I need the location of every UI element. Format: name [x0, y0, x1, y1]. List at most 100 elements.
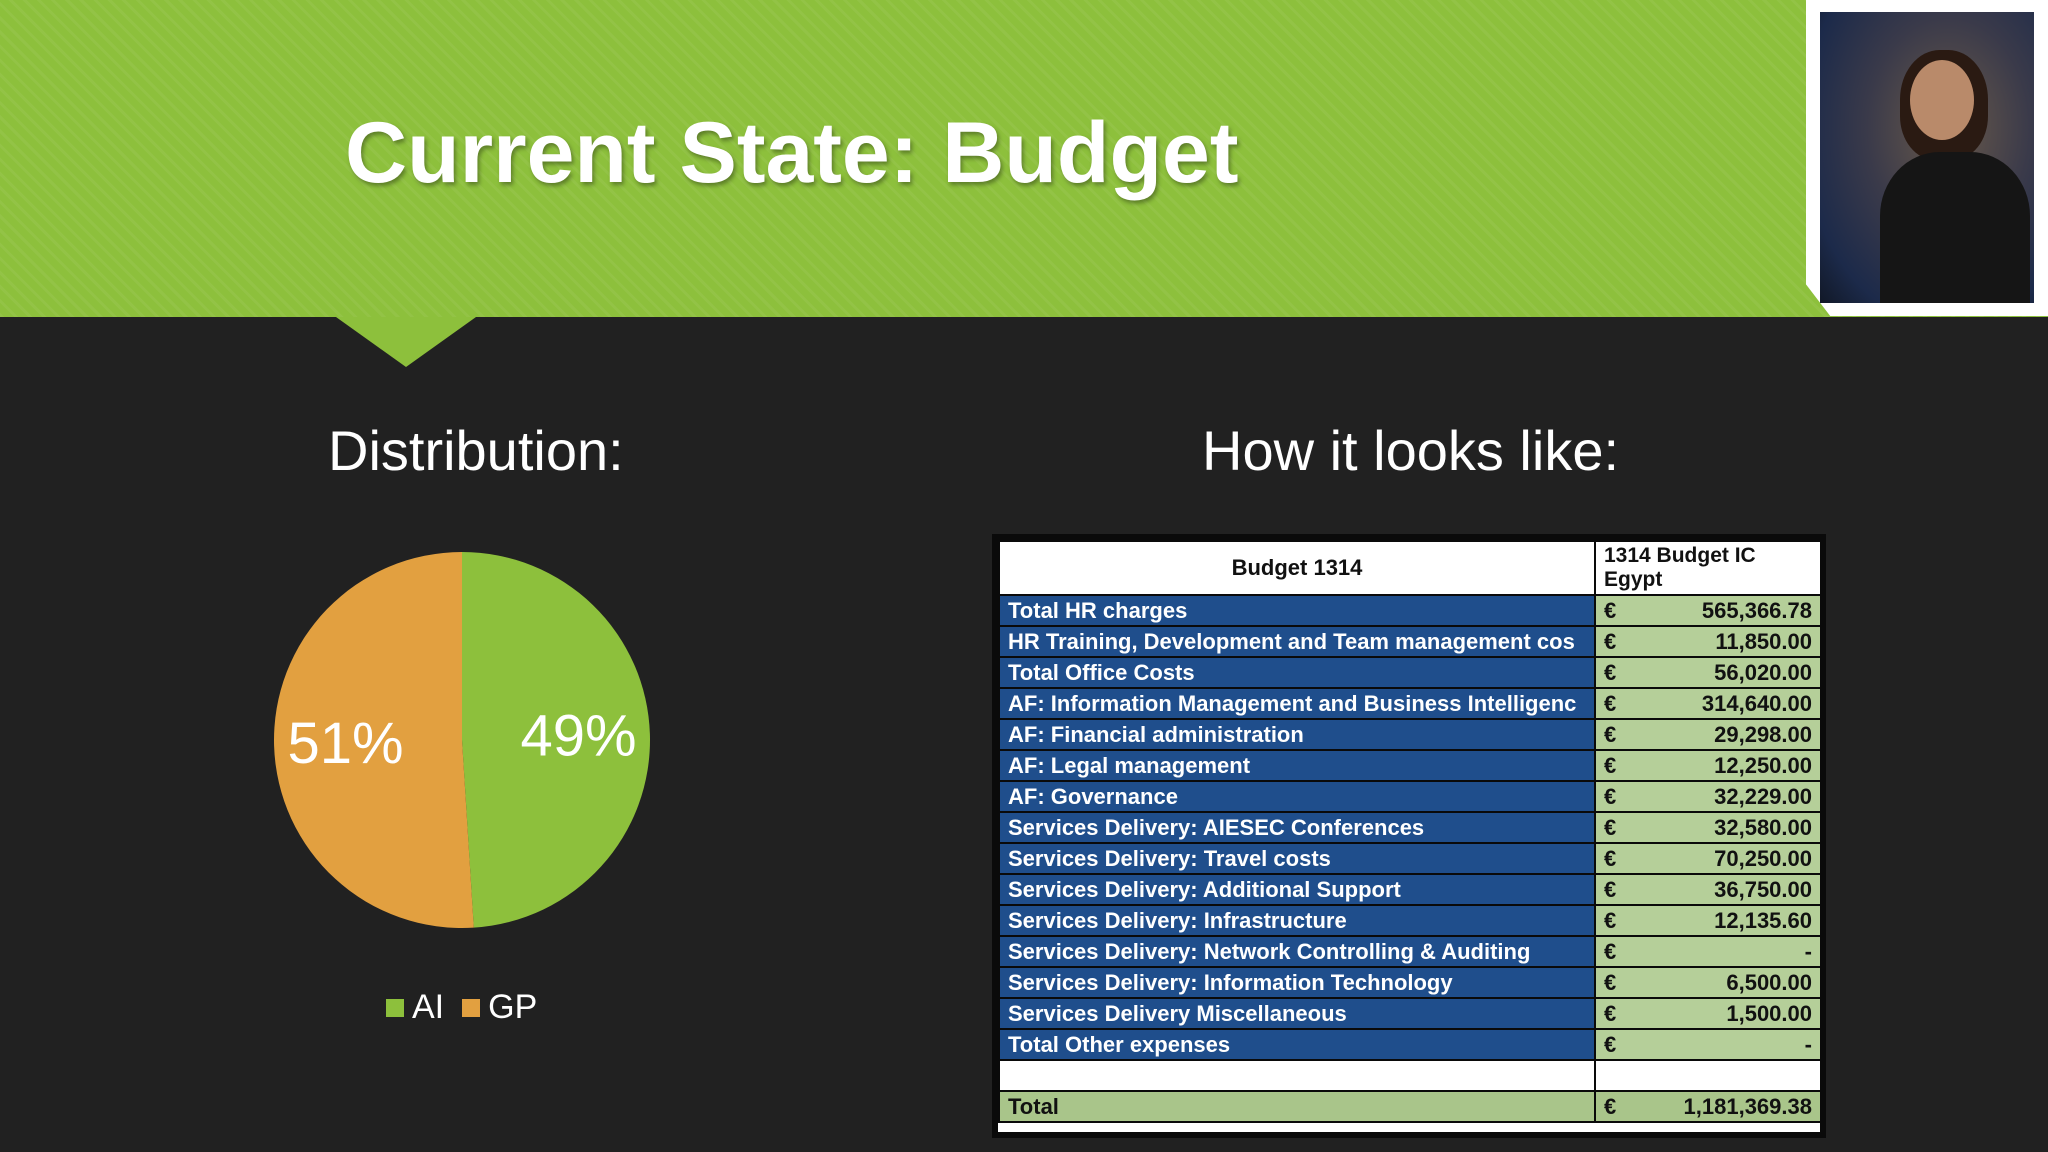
currency-symbol: €	[1604, 752, 1617, 778]
legend-swatch-gp	[462, 998, 481, 1017]
row-amount-cell: €32,229.00	[1594, 780, 1820, 813]
amount-wrapper: €314,640.00	[1604, 691, 1812, 717]
photo-body	[1880, 152, 2030, 303]
row-amount: 56,020.00	[1714, 659, 1812, 685]
legend-item-gp: GP	[462, 988, 537, 1027]
row-amount: 1,500.00	[1726, 1000, 1812, 1026]
amount-wrapper: €70,250.00	[1604, 846, 1812, 872]
pie-svg: 49% 51%	[273, 552, 650, 928]
distribution-heading: Distribution:	[328, 419, 624, 482]
row-label: Services Delivery: AIESEC Conferences	[998, 811, 1596, 844]
row-amount: 36,750.00	[1714, 876, 1812, 902]
row-amount-cell: €36,750.00	[1594, 873, 1820, 906]
table-row: Total Office Costs €56,020.00	[998, 656, 1820, 689]
currency-symbol: €	[1604, 876, 1617, 902]
amount-wrapper: €1,500.00	[1604, 1001, 1812, 1027]
amount-wrapper: €6,500.00	[1604, 970, 1812, 996]
row-amount-cell: €6,500.00	[1594, 966, 1820, 999]
table-row: Services Delivery: AIESEC Conferences €32…	[998, 811, 1820, 844]
amount-wrapper: €565,366.78	[1604, 598, 1812, 624]
table-row: Services Delivery Miscellaneous €1,500.00	[998, 997, 1820, 1030]
pie-label-gp: 51%	[287, 711, 403, 776]
currency-symbol: €	[1604, 969, 1617, 995]
currency-symbol: €	[1604, 814, 1617, 840]
table-spacer-row	[998, 1059, 1820, 1092]
amount-wrapper: €29,298.00	[1604, 722, 1812, 748]
table-row: Total HR charges €565,366.78	[998, 594, 1820, 627]
currency-symbol: €	[1604, 907, 1617, 933]
row-label: Services Delivery: Additional Support	[998, 873, 1596, 906]
table-row: Services Delivery: Infrastructure €12,135…	[998, 904, 1820, 937]
table-row: Services Delivery: Travel costs €70,250.0…	[998, 842, 1820, 875]
row-label: Total Office Costs	[998, 656, 1596, 689]
row-amount-cell: €29,298.00	[1594, 718, 1820, 751]
row-label: AF: Information Management and Business …	[998, 687, 1596, 720]
row-label: HR Training, Development and Team manage…	[998, 625, 1596, 658]
table-header-row: Budget 1314 1314 Budget IC Egypt	[998, 540, 1820, 596]
slide-title: Current State: Budget	[345, 105, 1239, 201]
currency-symbol: €	[1604, 1093, 1617, 1119]
legend-label-ai: AI	[412, 988, 445, 1026]
row-amount-cell: €11,850.00	[1594, 625, 1820, 658]
header-budget-ic-egypt: 1314 Budget IC Egypt	[1594, 540, 1820, 596]
row-amount-cell: €1,500.00	[1594, 997, 1820, 1030]
row-label: AF: Governance	[998, 780, 1596, 813]
row-label: Services Delivery Miscellaneous	[998, 997, 1596, 1030]
amount-wrapper: €1,181,369.38	[1604, 1094, 1812, 1120]
row-amount-cell: €32,580.00	[1594, 811, 1820, 844]
amount-wrapper: €12,250.00	[1604, 753, 1812, 779]
budget-table: Budget 1314 1314 Budget IC Egypt Total H…	[998, 540, 1820, 1123]
total-amount: 1,181,369.38	[1683, 1093, 1812, 1119]
currency-symbol: €	[1604, 690, 1617, 716]
spacer-cell	[1594, 1059, 1820, 1092]
currency-symbol: €	[1604, 845, 1617, 871]
row-amount: 12,250.00	[1714, 752, 1812, 778]
table-row: AF: Financial administration €29,298.00	[998, 718, 1820, 751]
row-amount-cell: €12,250.00	[1594, 749, 1820, 782]
amount-wrapper: €11,850.00	[1604, 629, 1812, 655]
row-amount: 32,229.00	[1714, 783, 1812, 809]
currency-symbol: €	[1604, 721, 1617, 747]
amount-wrapper: €36,750.00	[1604, 877, 1812, 903]
table-row: AF: Information Management and Business …	[998, 687, 1820, 720]
row-label: Total Other expenses	[998, 1028, 1596, 1061]
row-amount: 29,298.00	[1714, 721, 1812, 747]
pie-slice-gp	[273, 552, 474, 928]
row-amount: 12,135.60	[1714, 907, 1812, 933]
row-amount-cell: €314,640.00	[1594, 687, 1820, 720]
currency-symbol: €	[1604, 597, 1617, 623]
amount-wrapper: € -	[1604, 939, 1812, 965]
row-amount-cell: €56,020.00	[1594, 656, 1820, 689]
amount-wrapper: €32,229.00	[1604, 784, 1812, 810]
legend-swatch-ai	[386, 998, 404, 1017]
pie-legend: AI GP	[386, 988, 537, 1027]
legend-item-ai: AI	[386, 988, 444, 1027]
header-budget-1314: Budget 1314	[998, 540, 1596, 596]
how-it-looks-heading: How it looks like:	[1202, 419, 1620, 482]
row-label: Services Delivery: Network Controlling &…	[998, 935, 1596, 968]
row-label: AF: Legal management	[998, 749, 1596, 782]
currency-symbol: €	[1604, 1000, 1617, 1026]
table-row: Services Delivery: Network Controlling &…	[998, 935, 1820, 968]
row-amount: 565,366.78	[1701, 597, 1812, 623]
budget-spreadsheet: Budget 1314 1314 Budget IC Egypt Total H…	[992, 534, 1826, 1138]
currency-symbol: €	[1604, 628, 1617, 654]
spacer-cell	[998, 1059, 1596, 1092]
row-amount: 70,250.00	[1714, 845, 1812, 871]
amount-wrapper: € -	[1604, 1032, 1812, 1058]
table-row: HR Training, Development and Team manage…	[998, 625, 1820, 658]
total-amount-cell: €1,181,369.38	[1594, 1090, 1820, 1123]
row-amount-cell: € -	[1594, 1028, 1820, 1061]
header-pointer	[336, 317, 476, 367]
distribution-pie-chart: 49% 51%	[262, 540, 662, 940]
photo-face	[1910, 60, 1974, 140]
row-amount-cell: €565,366.78	[1594, 594, 1820, 627]
legend-label-gp: GP	[488, 988, 538, 1026]
row-amount: 314,640.00	[1701, 690, 1812, 716]
row-amount: 6,500.00	[1726, 969, 1812, 995]
pie-slice-ai	[462, 552, 650, 928]
pie-label-ai: 49%	[520, 704, 636, 769]
row-amount: -	[1804, 938, 1812, 964]
currency-symbol: €	[1604, 659, 1617, 685]
row-label: Services Delivery: Infrastructure	[998, 904, 1596, 937]
